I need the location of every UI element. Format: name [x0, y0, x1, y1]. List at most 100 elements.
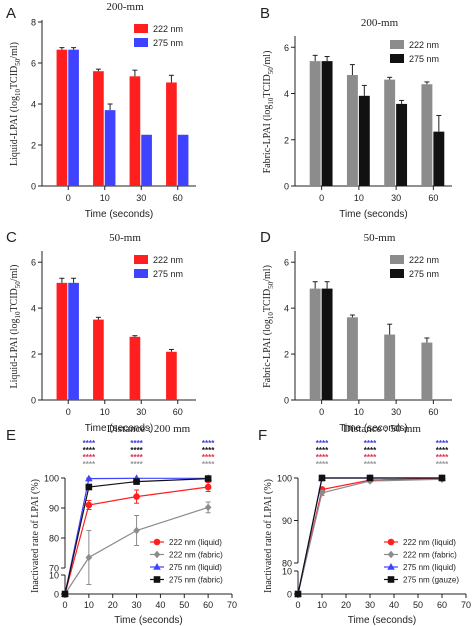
x-tick-label: 20	[341, 600, 351, 610]
significance-mark: ****	[436, 439, 449, 448]
legend-label: 222 nm (liquid)	[169, 538, 222, 547]
legend-label: 275 nm (liquid)	[403, 563, 456, 572]
bar	[56, 49, 68, 186]
y-tick-label: 100	[277, 474, 292, 484]
x-tick-label: 10	[100, 193, 110, 203]
bar	[166, 351, 177, 400]
x-axis-label: Time (seconds)	[85, 209, 154, 220]
x-tick-label: 50	[179, 600, 189, 610]
bar	[309, 288, 321, 400]
y-tick-label: 6	[31, 59, 36, 69]
y-tick-label: 10	[49, 571, 59, 581]
chart-title: 200-mm	[106, 1, 144, 13]
x-tick-label: 40	[389, 600, 399, 610]
legend-label: 275 nm (gauze)	[403, 576, 459, 585]
marker-square	[204, 475, 212, 482]
legend-swatch	[390, 269, 404, 278]
y-tick-label: 6	[31, 258, 36, 268]
panel-letter: D	[260, 229, 271, 246]
y-tick-label: 4	[284, 304, 289, 314]
x-tick-label: 30	[136, 193, 146, 203]
y-tick-label: 4	[31, 100, 36, 110]
bar	[358, 95, 370, 186]
x-tick-label: 10	[317, 600, 327, 610]
panel-letter: E	[6, 427, 16, 444]
bar	[104, 110, 116, 186]
series-line	[64, 486, 209, 595]
y-axis-label: Inactivated rate of LPAI (%)	[30, 479, 41, 593]
x-tick-label: 10	[354, 407, 364, 417]
legend-label: 275 nm	[409, 269, 439, 279]
marker-diamond	[318, 489, 326, 497]
x-tick-label: 0	[66, 193, 71, 203]
x-axis-label: Time (seconds)	[348, 615, 417, 626]
x-tick-label: 70	[227, 600, 237, 610]
series-line	[297, 477, 442, 595]
panel-letter: C	[6, 229, 17, 246]
bar	[321, 288, 333, 400]
y-tick-label: 100	[44, 474, 59, 484]
x-tick-label: 0	[295, 600, 300, 610]
legend-swatch	[390, 54, 404, 63]
significance-mark: ****	[316, 439, 329, 448]
chart-title: 50-mm	[364, 232, 396, 244]
significance-mark: ****	[316, 453, 329, 462]
chart-title: Distance : 200 mm	[107, 423, 191, 435]
bar	[396, 103, 408, 186]
marker-square	[294, 590, 302, 598]
x-tick-label: 30	[391, 193, 401, 203]
series-line	[64, 478, 209, 595]
significance-mark: ****	[364, 439, 377, 448]
x-tick-label: 60	[173, 193, 183, 203]
y-tick-label: 2	[31, 350, 36, 360]
legend-label: 222 nm	[409, 255, 439, 265]
x-tick-label: 50	[413, 600, 423, 610]
legend-swatch	[134, 24, 148, 33]
legend-swatch	[134, 269, 148, 278]
x-tick-label: 60	[203, 600, 213, 610]
bar	[68, 49, 79, 186]
y-tick-label: 2	[284, 350, 289, 360]
legend-label: 222 nm	[409, 40, 439, 50]
bar	[421, 342, 433, 400]
y-tick-label: 80	[282, 559, 292, 569]
chart-title: Distance : 50 mm	[343, 423, 421, 435]
x-tick-label: 20	[108, 600, 118, 610]
y-tick-label: 6	[284, 258, 289, 268]
bar	[166, 82, 177, 186]
significance-mark: ****	[316, 446, 329, 455]
marker-circle	[153, 538, 161, 546]
significance-mark: ****	[364, 460, 377, 469]
x-tick-label: 40	[155, 600, 165, 610]
x-tick-label: 30	[391, 407, 401, 417]
y-tick-label: 90	[282, 516, 292, 526]
significance-mark: ****	[436, 453, 449, 462]
bar	[129, 76, 141, 186]
series-line	[297, 478, 443, 595]
marker-square	[133, 478, 140, 485]
marker-circle	[85, 501, 93, 509]
marker-diamond	[133, 526, 140, 535]
chart-title: 200-mm	[361, 17, 399, 29]
y-tick-label: 0	[287, 590, 292, 600]
y-axis-label: Liquid-LPAI (log10TCID50/ml)	[9, 265, 22, 389]
legend-swatch	[134, 38, 148, 47]
x-axis-label: Time (seconds)	[339, 209, 408, 220]
y-tick-label: 70	[49, 564, 59, 574]
x-tick-label: 0	[66, 407, 71, 417]
significance-mark: ****	[364, 446, 377, 455]
legend-swatch	[134, 255, 148, 264]
legend-swatch	[390, 40, 404, 49]
significance-mark: ****	[202, 439, 215, 448]
y-tick-label: 0	[31, 182, 36, 192]
bar	[321, 61, 333, 186]
y-tick-label: 6	[284, 43, 289, 53]
significance-mark: ****	[202, 460, 215, 469]
y-tick-label: 4	[31, 304, 36, 314]
legend-label: 275 nm (liquid)	[169, 563, 222, 572]
significance-mark: ****	[316, 460, 329, 469]
